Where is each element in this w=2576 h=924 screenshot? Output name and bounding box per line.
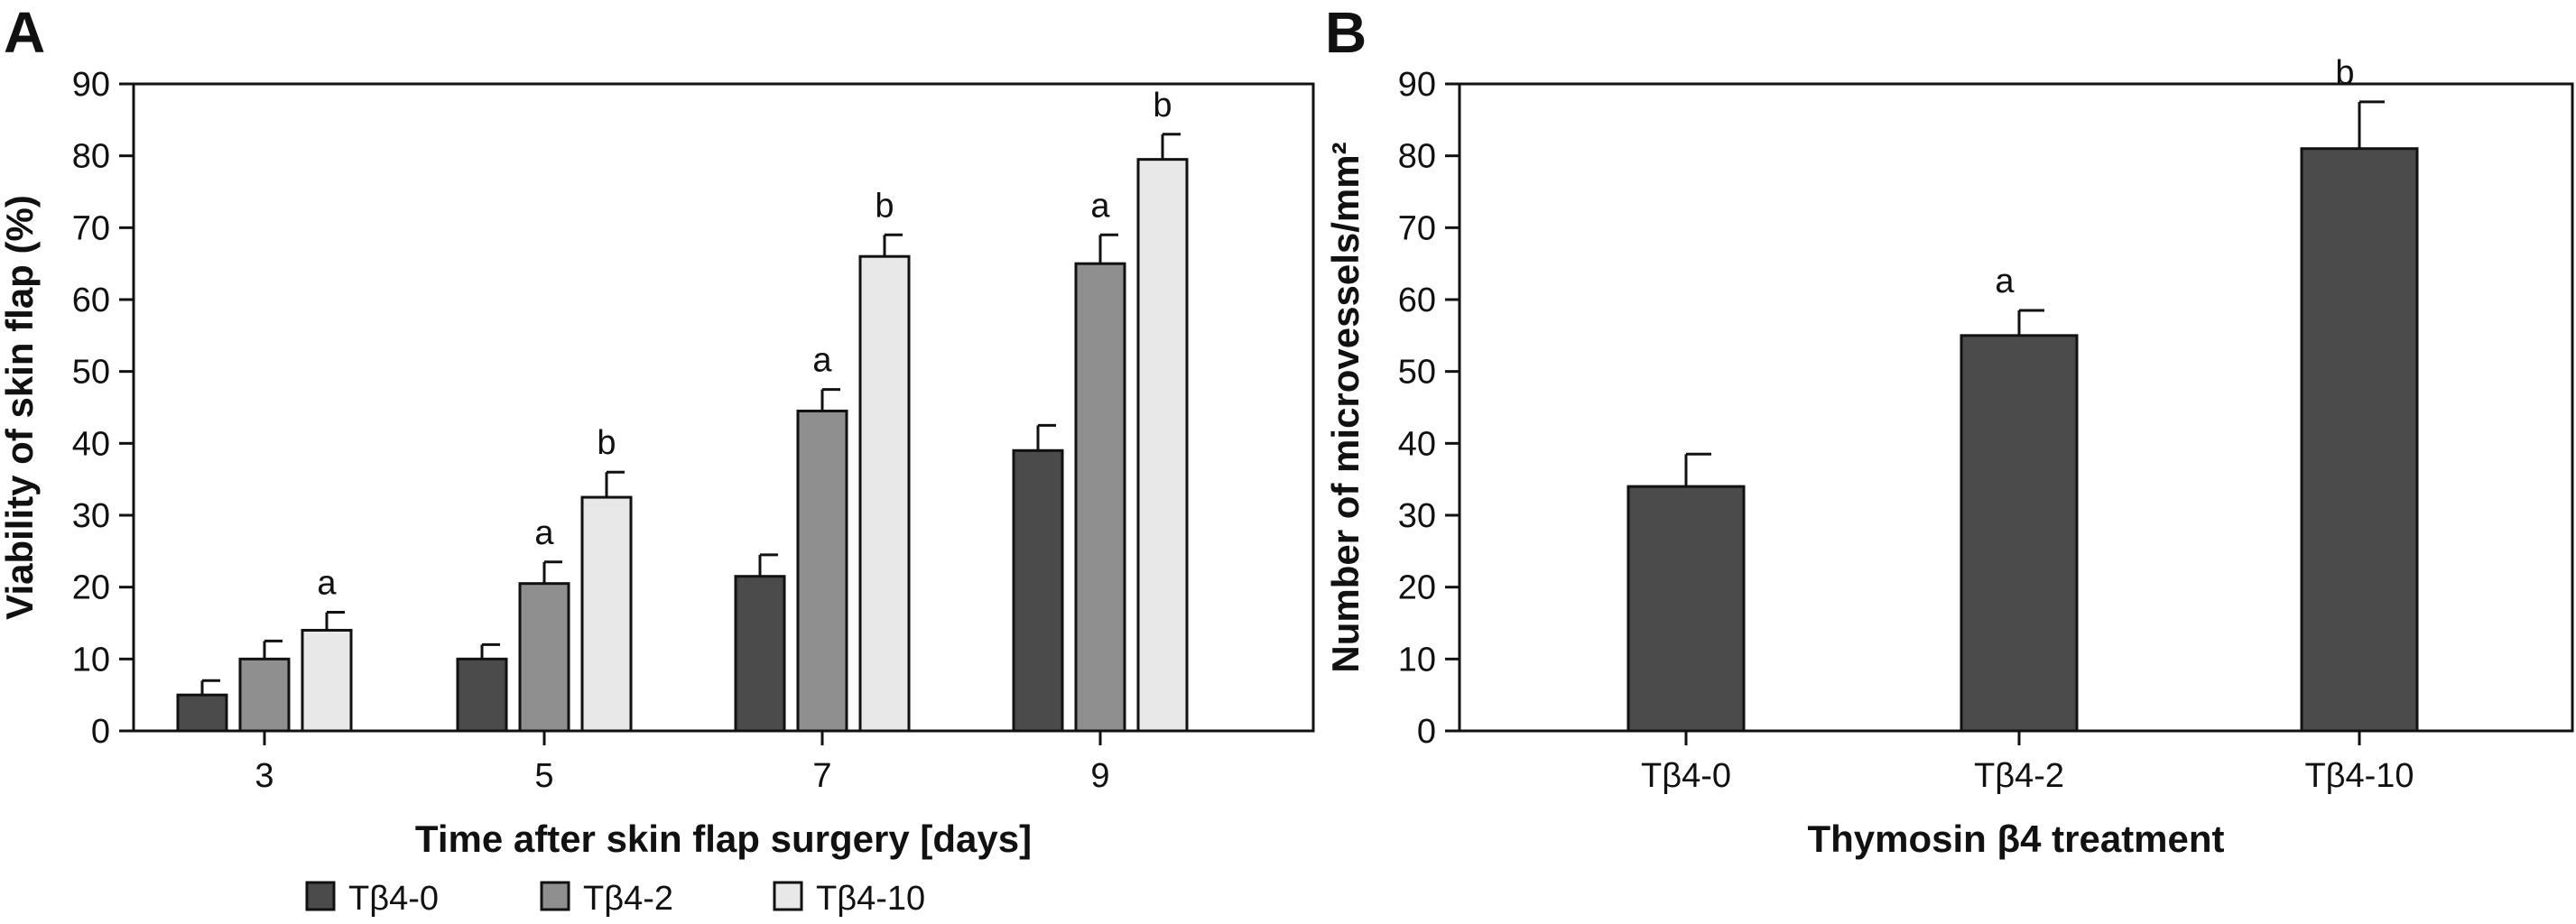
y-tick-label: 30 <box>72 497 110 535</box>
x-axis-title-b: Thymosin β4 treatment <box>1807 818 2224 860</box>
y-tick-label: 90 <box>72 66 110 104</box>
bar <box>734 575 786 733</box>
significance-label: b <box>2335 54 2354 92</box>
x-tick-label: Tβ4-2 <box>1974 757 2064 795</box>
bar <box>1074 262 1126 733</box>
x-tick-label: 7 <box>812 757 831 795</box>
bar <box>518 582 570 733</box>
legend-swatch <box>305 881 336 911</box>
bar <box>796 409 848 733</box>
y-tick-label: 50 <box>72 354 110 392</box>
plot-frame-a <box>132 82 1315 733</box>
bar <box>1626 485 1746 733</box>
panel-a: A 0 10 20 30 40 50 60 70 80 90 a a b a b a b 3 5 7 9 Viabi… <box>0 0 1315 918</box>
bar <box>1136 158 1189 733</box>
bar <box>456 657 508 733</box>
x-axis-b: Tβ4-0 Tβ4-2 Tβ4-10 <box>1641 731 2414 795</box>
x-axis-title-a: Time after skin flap surgery [days] <box>415 818 1032 860</box>
x-tick-label: 9 <box>1090 757 1109 795</box>
significance-label: b <box>1153 87 1172 125</box>
significance-label: b <box>597 424 616 462</box>
legend-label: Tβ4-0 <box>348 880 439 918</box>
bar <box>238 657 291 733</box>
bar <box>2300 147 2419 733</box>
x-tick-label: 3 <box>255 757 273 795</box>
legend-swatch <box>540 881 570 911</box>
panel-label-a: A <box>4 0 45 65</box>
y-axis-title-a: Viability of skin flap (%) <box>0 195 41 620</box>
y-tick-label: 60 <box>1398 282 1436 319</box>
significance-label: a <box>534 514 554 552</box>
y-tick-label: 20 <box>1398 569 1436 607</box>
y-axis-a: 0 10 20 30 40 50 60 70 80 90 <box>72 66 134 751</box>
panel-label-b: B <box>1325 0 1367 65</box>
y-tick-label: 90 <box>1398 66 1436 104</box>
significance-label: a <box>812 342 832 380</box>
legend-swatch <box>773 881 803 911</box>
significance-label: b <box>875 187 894 225</box>
bars-a: a a b a b a b <box>176 87 1189 733</box>
y-tick-label: 40 <box>72 425 110 463</box>
legend: Tβ4-0 Tβ4-2 Tβ4-10 <box>305 880 925 918</box>
y-tick-label: 0 <box>91 713 110 751</box>
x-tick-label: 5 <box>534 757 553 795</box>
legend-label: Tβ4-2 <box>583 880 673 918</box>
bar <box>1960 334 2079 733</box>
bars-b: ab <box>1626 54 2419 733</box>
significance-label: a <box>1995 263 2015 300</box>
y-axis-b: 0 10 20 30 40 50 60 70 80 90 <box>1398 66 1459 751</box>
y-tick-label: 50 <box>1398 354 1436 392</box>
legend-label: Tβ4-10 <box>816 880 925 918</box>
y-tick-label: 20 <box>72 569 110 607</box>
y-tick-label: 80 <box>72 138 110 176</box>
y-tick-label: 0 <box>1417 713 1436 751</box>
y-tick-label: 10 <box>72 641 110 679</box>
y-axis-title-b: Number of microvessels/mm² <box>1324 142 1367 672</box>
y-tick-label: 80 <box>1398 138 1436 176</box>
y-tick-label: 70 <box>72 209 110 247</box>
y-tick-label: 40 <box>1398 425 1436 463</box>
significance-label: a <box>1090 187 1110 225</box>
y-tick-label: 30 <box>1398 497 1436 535</box>
bar <box>176 693 228 733</box>
x-axis-a: 3 5 7 9 <box>255 731 1110 795</box>
bar <box>1012 448 1064 733</box>
x-tick-label: Tβ4-10 <box>2304 757 2414 795</box>
y-tick-label: 60 <box>72 282 110 319</box>
significance-label: a <box>317 565 337 603</box>
y-tick-label: 70 <box>1398 209 1436 247</box>
bar <box>301 628 353 733</box>
bar <box>858 254 911 733</box>
x-tick-label: Tβ4-0 <box>1641 757 1731 795</box>
y-tick-label: 10 <box>1398 641 1436 679</box>
bar <box>580 495 633 733</box>
